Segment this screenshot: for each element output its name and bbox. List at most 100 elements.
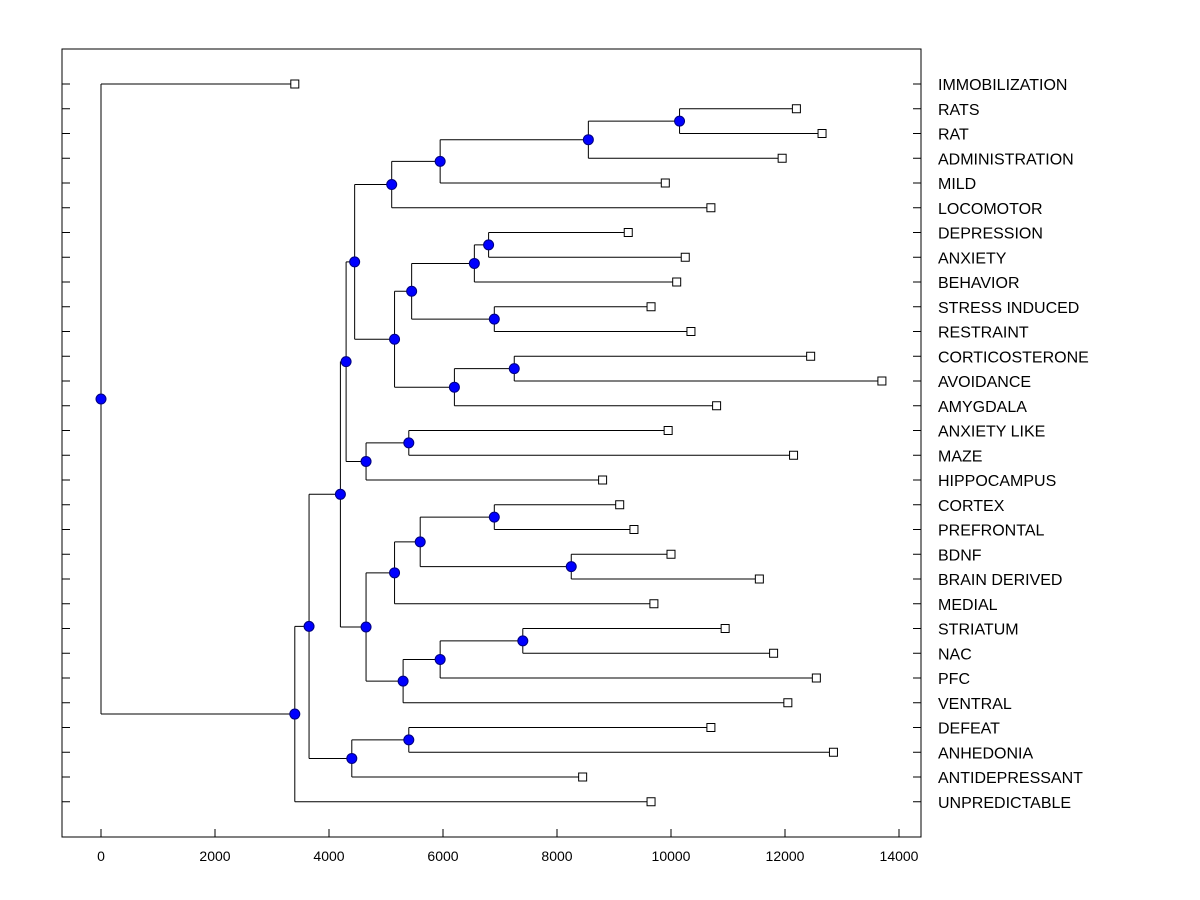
leaf-marker bbox=[680, 252, 690, 262]
leaf-marker bbox=[777, 153, 787, 163]
leaf-marker bbox=[720, 624, 730, 633]
leaf-label: ANHEDONIA bbox=[938, 745, 1033, 762]
merge-node bbox=[488, 313, 500, 325]
dendrogram-links bbox=[100, 83, 882, 803]
leaf-marker bbox=[791, 104, 801, 114]
leaf-label: MEDIAL bbox=[938, 597, 998, 614]
merge-node bbox=[414, 536, 426, 548]
merge-node bbox=[403, 437, 415, 449]
leaf-marker bbox=[578, 772, 588, 782]
leaf-marker bbox=[806, 351, 816, 361]
merge-node bbox=[389, 567, 401, 579]
leaf-marker bbox=[789, 450, 799, 460]
leaf-marker bbox=[649, 599, 659, 609]
merge-node bbox=[434, 653, 446, 665]
merge-node bbox=[565, 561, 577, 573]
leaf-marker bbox=[712, 401, 722, 411]
leaf-label: BRAIN DERIVED bbox=[938, 572, 1062, 589]
leaf-marker bbox=[706, 723, 716, 732]
x-tick-label: 8000 bbox=[541, 848, 572, 864]
leaf-marker bbox=[660, 178, 670, 188]
leaf-marker bbox=[598, 475, 608, 485]
leaf-marker bbox=[686, 327, 696, 336]
merge-node bbox=[334, 488, 346, 500]
x-tick-label: 2000 bbox=[199, 848, 230, 864]
merge-node bbox=[360, 621, 372, 633]
leaf-label: STRIATUM bbox=[938, 622, 1019, 639]
x-tick-label: 14000 bbox=[880, 848, 919, 864]
leaf-label: NAC bbox=[938, 646, 972, 663]
leaf-labels: IMMOBILIZATION RATS RAT ADMINISTRATION MILD L… bbox=[938, 77, 1089, 812]
leaf-marker bbox=[615, 500, 625, 510]
leaf-marker bbox=[769, 648, 779, 658]
leaf-label: ANXIETY bbox=[938, 250, 1007, 267]
merge-node bbox=[349, 256, 361, 268]
leaf-marker bbox=[783, 698, 793, 708]
leaf-label: RATS bbox=[938, 102, 979, 119]
leaf-marker bbox=[290, 79, 300, 89]
leaf-label: CORTICOSTERONE bbox=[938, 349, 1089, 366]
merge-node bbox=[340, 356, 352, 368]
leaf-marker bbox=[646, 302, 656, 312]
leaf-label: UNPREDICTABLE bbox=[938, 795, 1071, 812]
merge-node bbox=[397, 675, 409, 687]
merge-node bbox=[674, 115, 686, 127]
leaf-label: MAZE bbox=[938, 448, 982, 465]
leaf-label: VENTRAL bbox=[938, 696, 1012, 713]
x-tick-label: 4000 bbox=[313, 848, 344, 864]
merge-nodes bbox=[95, 115, 686, 764]
leaf-marker bbox=[706, 203, 716, 213]
leaf-label: AVOIDANCE bbox=[938, 374, 1031, 391]
merge-node bbox=[403, 734, 415, 746]
merge-node bbox=[488, 511, 500, 523]
leaf-marker bbox=[666, 549, 676, 559]
leaf-label: ANTIDEPRESSANT bbox=[938, 770, 1083, 787]
merge-node bbox=[468, 257, 480, 269]
leaf-marker bbox=[646, 797, 656, 807]
merge-node bbox=[289, 708, 301, 720]
leaf-label: IMMOBILIZATION bbox=[938, 77, 1067, 94]
leaf-marker bbox=[817, 129, 827, 138]
x-tick-label: 10000 bbox=[652, 848, 691, 864]
row-ticks bbox=[62, 83, 921, 803]
merge-node bbox=[483, 239, 495, 251]
merge-node bbox=[434, 155, 446, 167]
leaf-label: RAT bbox=[938, 127, 969, 144]
leaf-label: BEHAVIOR bbox=[938, 275, 1020, 292]
leaf-marker bbox=[663, 426, 673, 435]
merge-node bbox=[346, 752, 358, 764]
leaf-label: PFC bbox=[938, 671, 970, 688]
leaf-marker bbox=[877, 376, 887, 386]
plot-frame bbox=[61, 48, 922, 838]
leaf-label: DEPRESSION bbox=[938, 226, 1043, 243]
leaf-label: PREFRONTAL bbox=[938, 523, 1044, 540]
leaf-label: STRESS INDUCED bbox=[938, 300, 1079, 317]
leaf-label: RESTRAINT bbox=[938, 325, 1029, 342]
merge-node bbox=[406, 285, 418, 297]
merge-node bbox=[517, 635, 529, 647]
leaf-label: CORTEX bbox=[938, 498, 1005, 515]
merge-node bbox=[95, 393, 107, 405]
leaf-marker bbox=[623, 228, 633, 237]
merge-node bbox=[303, 620, 315, 632]
leaf-label: ADMINISTRATION bbox=[938, 151, 1074, 168]
leaf-label: BDNF bbox=[938, 547, 982, 564]
leaf-marker bbox=[629, 525, 639, 534]
leaf-label: AMYGDALA bbox=[938, 399, 1027, 416]
merge-node bbox=[386, 179, 398, 191]
x-tick-label: 12000 bbox=[766, 848, 805, 864]
merge-node bbox=[389, 333, 401, 345]
x-tick-label: 0 bbox=[97, 848, 105, 864]
leaf-label: DEFEAT bbox=[938, 721, 1000, 738]
leaf-marker bbox=[811, 673, 821, 683]
leaf-label: HIPPOCAMPUS bbox=[938, 473, 1056, 490]
merge-node bbox=[448, 381, 460, 393]
merge-node bbox=[508, 363, 520, 375]
merge-node bbox=[582, 134, 594, 146]
leaf-markers bbox=[290, 79, 887, 807]
x-tick-label: 6000 bbox=[427, 848, 458, 864]
leaf-marker bbox=[828, 747, 838, 757]
leaf-marker bbox=[672, 277, 682, 287]
